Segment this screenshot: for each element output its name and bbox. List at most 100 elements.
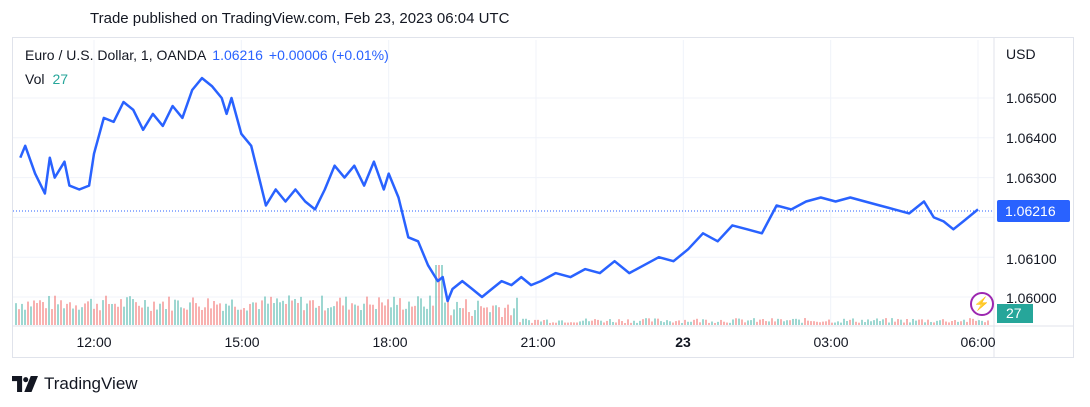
volume-bar	[759, 319, 761, 325]
volume-bar	[645, 318, 647, 325]
volume-bar	[972, 318, 974, 325]
volume-bar	[798, 319, 800, 325]
y-tick: 1.06000	[1006, 290, 1057, 306]
volume-bar	[522, 318, 524, 325]
volume-bar	[903, 322, 905, 325]
volume-bar	[624, 322, 626, 325]
volume-bar	[27, 301, 29, 325]
volume-bar	[945, 321, 947, 325]
volume-bar	[231, 299, 233, 325]
volume-bar	[471, 315, 473, 325]
volume-bar	[840, 322, 842, 325]
volume-bar	[963, 319, 965, 325]
volume-bar	[543, 320, 545, 325]
volume-bar	[216, 304, 218, 325]
volume-bar	[306, 303, 308, 325]
volume-bar	[156, 309, 158, 325]
volume-bar	[483, 307, 485, 325]
volume-bar	[129, 296, 131, 325]
volume-bar	[870, 321, 872, 325]
volume-legend[interactable]: Vol 27	[25, 71, 68, 87]
volume-bar	[441, 265, 443, 325]
volume-bar	[429, 295, 431, 325]
volume-bar	[804, 318, 806, 325]
volume-bar	[327, 308, 329, 325]
volume-bar	[270, 296, 272, 325]
volume-bar	[435, 265, 437, 325]
volume-bar	[639, 320, 641, 325]
volume-bar	[609, 319, 611, 325]
volume-bar	[732, 319, 734, 325]
volume-bar	[528, 320, 530, 325]
volume-bar	[660, 321, 662, 325]
volume-bar	[687, 321, 689, 325]
volume-bar	[681, 322, 683, 325]
volume-bar	[537, 319, 539, 325]
volume-bar	[312, 300, 314, 325]
volume-bar	[921, 319, 923, 325]
volume-bar	[297, 302, 299, 325]
volume-bar	[21, 303, 23, 325]
volume-bar	[549, 322, 551, 325]
volume-bar	[309, 300, 311, 325]
volume-bar	[423, 306, 425, 325]
volume-bar	[915, 320, 917, 325]
volume-bar	[303, 310, 305, 325]
volume-bar	[696, 318, 698, 325]
volume-bar	[210, 308, 212, 325]
volume-bar	[795, 318, 797, 325]
volume-value: 27	[52, 71, 69, 87]
volume-bar	[114, 303, 116, 325]
volume-bar	[204, 307, 206, 325]
x-tick: 21:00	[520, 334, 556, 350]
x-tick: 23	[675, 334, 691, 350]
volume-bar	[570, 322, 572, 325]
volume-bar	[219, 303, 221, 325]
volume-bar	[39, 300, 41, 325]
volume-bar	[651, 321, 653, 325]
tradingview-logo[interactable]: TradingView	[12, 374, 138, 394]
volume-bar	[300, 296, 302, 325]
volume-bar	[867, 319, 869, 325]
volume-bar	[324, 310, 326, 325]
volume-bar	[438, 265, 440, 325]
x-tick: 12:00	[76, 334, 112, 350]
volume-bar	[669, 321, 671, 325]
volume-bar	[282, 300, 284, 325]
volume-bar	[702, 319, 704, 325]
volume-bar	[234, 306, 236, 325]
volume-bar	[807, 320, 809, 325]
volume-bar	[672, 322, 674, 325]
x-tick: 06:00	[960, 334, 996, 350]
y-tick: 1.06100	[1006, 251, 1057, 267]
volume-bar	[648, 318, 650, 325]
volume-bar	[393, 296, 395, 325]
currency-unit: USD	[1006, 46, 1036, 62]
volume-bar	[372, 304, 374, 325]
volume-bar	[147, 306, 149, 325]
volume-bar	[381, 302, 383, 325]
volume-bar	[630, 322, 632, 325]
volume-bar	[600, 320, 602, 325]
symbol-legend[interactable]: Euro / U.S. Dollar, 1, OANDA 1.06216 +0.00…	[25, 47, 389, 63]
volume-bar	[960, 321, 962, 325]
lightning-icon[interactable]: ⚡	[970, 292, 994, 316]
volume-bar	[678, 320, 680, 325]
volume-bar	[744, 322, 746, 325]
volume-bar	[717, 321, 719, 325]
volume-bar	[516, 297, 518, 325]
volume-bar	[951, 321, 953, 325]
volume-bar	[558, 320, 560, 325]
volume-bar	[726, 322, 728, 325]
volume-bar	[87, 301, 89, 325]
volume-bar	[606, 320, 608, 325]
volume-bar	[969, 318, 971, 325]
volume-bar	[267, 303, 269, 325]
volume-bar	[837, 321, 839, 325]
volume-bar	[135, 302, 137, 325]
volume-bar	[618, 319, 620, 325]
volume-bar	[369, 304, 371, 325]
volume-bar	[357, 305, 359, 325]
volume-bar	[45, 308, 47, 325]
